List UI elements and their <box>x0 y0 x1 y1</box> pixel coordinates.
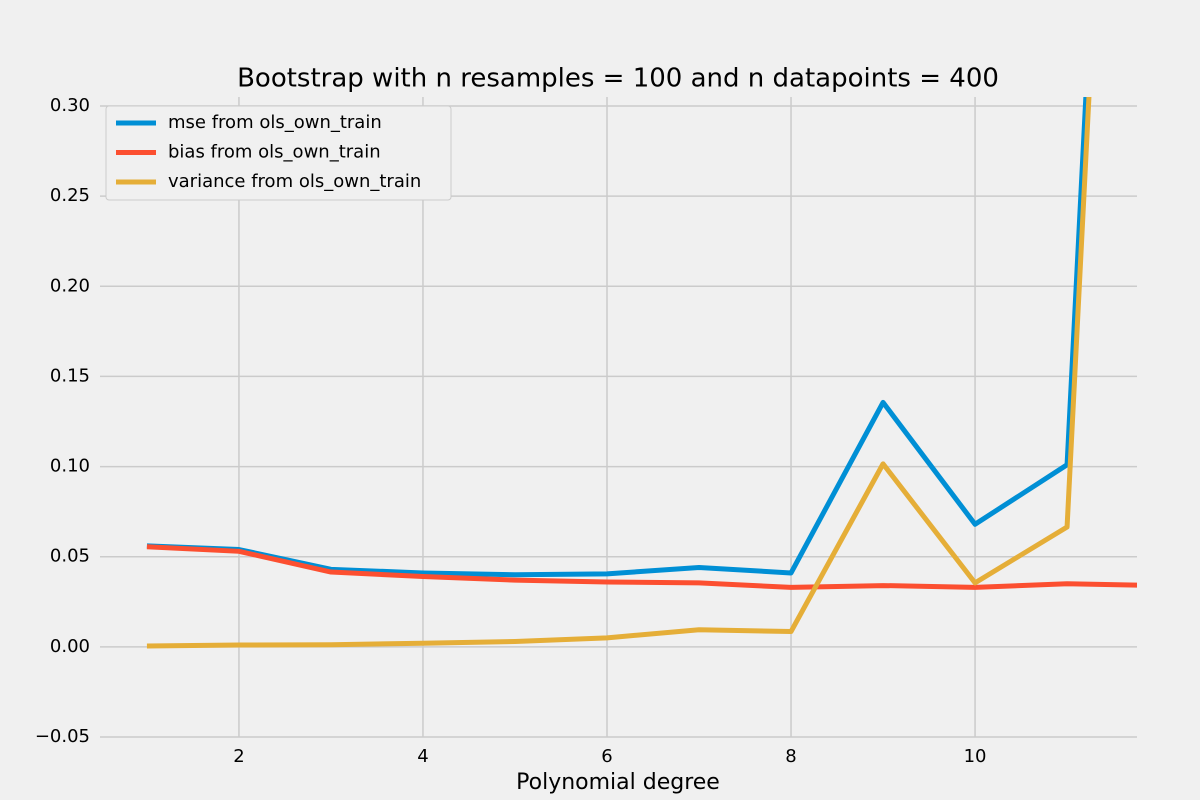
chart-title: Bootstrap with n resamples = 100 and n d… <box>237 64 999 94</box>
x-tick-label: 2 <box>233 746 244 767</box>
x-tick-label: 10 <box>964 746 987 767</box>
y-tick-label: −0.05 <box>35 726 90 747</box>
legend-label: variance from ols_own_train <box>168 171 421 192</box>
y-tick-label: 0.25 <box>50 185 90 206</box>
x-tick-label: 8 <box>785 746 796 767</box>
y-tick-label: 0.15 <box>50 365 90 386</box>
x-axis-label: Polynomial degree <box>516 770 720 795</box>
x-tick-label: 6 <box>601 746 612 767</box>
y-tick-label: 0.05 <box>50 546 90 567</box>
x-tick-label: 4 <box>417 746 428 767</box>
legend-label: mse from ols_own_train <box>168 112 382 133</box>
y-tick-label: 0.10 <box>50 456 90 477</box>
y-tick-label: 0.00 <box>50 636 90 657</box>
data-line <box>146 544 1137 590</box>
y-tick-label: 0.20 <box>50 275 90 296</box>
legend-box <box>105 105 452 201</box>
plot-area <box>146 97 1137 649</box>
data-line <box>146 97 1092 649</box>
y-tick-label: 0.30 <box>50 95 90 116</box>
legend-label: bias from ols_own_train <box>168 142 381 163</box>
